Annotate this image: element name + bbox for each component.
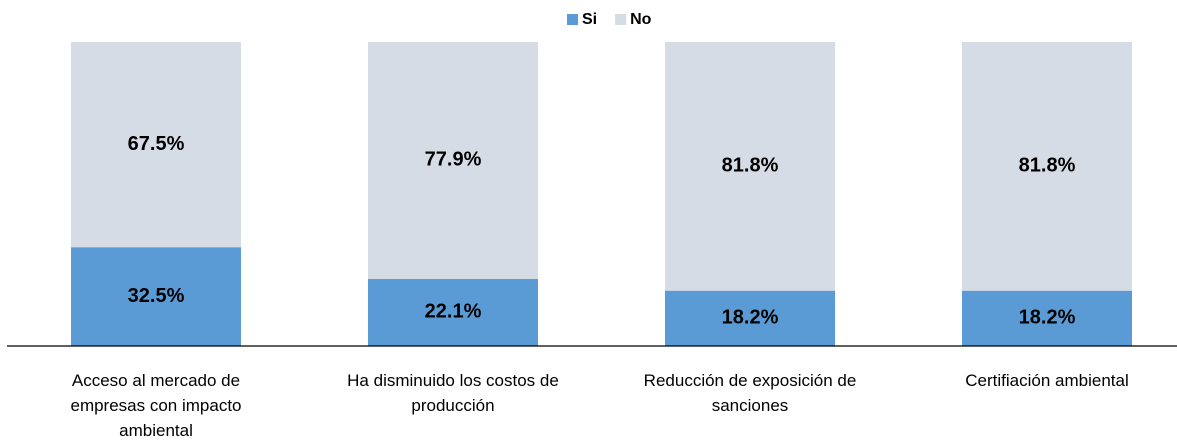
legend-label: No [630, 11, 652, 28]
data-label: 77.9% [425, 149, 482, 171]
bar-segment [71, 42, 241, 248]
bar-segment [368, 42, 538, 279]
bar-segment [71, 247, 241, 346]
x-tick-label: Certifiación ambiental [965, 371, 1129, 390]
bar-segment [665, 42, 835, 291]
bar-segment [665, 290, 835, 346]
data-label: 32.5% [128, 285, 185, 307]
data-label: 81.8% [1019, 155, 1076, 177]
bar-segment [368, 278, 538, 346]
bar-segment [962, 290, 1132, 346]
x-tick-label: Ha disminuido los costos de producción [347, 371, 559, 415]
x-tick-label: Acceso al mercado de empresas con impact… [70, 371, 242, 440]
data-label: 18.2% [722, 307, 779, 329]
bar-segment [962, 42, 1132, 291]
data-label: 81.8% [722, 155, 779, 177]
x-tick-label: Reducción de exposición de sanciones [643, 371, 857, 415]
legend-swatch [615, 14, 627, 25]
data-label: 18.2% [1019, 307, 1076, 329]
data-label: 22.1% [425, 301, 482, 323]
legend-label: Si [582, 11, 597, 28]
data-label: 67.5% [128, 133, 185, 155]
legend-swatch [567, 14, 578, 25]
